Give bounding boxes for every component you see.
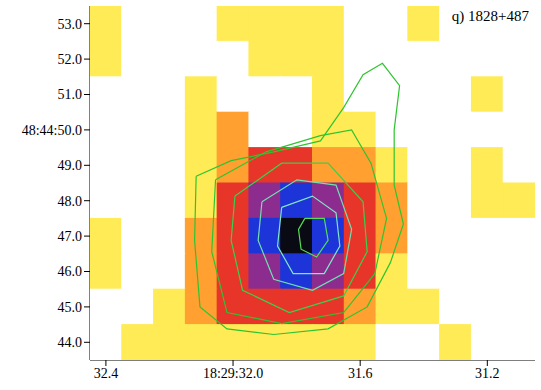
svg-text:49.0: 49.0 bbox=[58, 158, 83, 173]
svg-text:31.6: 31.6 bbox=[348, 366, 373, 381]
svg-text:53.0: 53.0 bbox=[58, 17, 83, 32]
svg-text:46.0: 46.0 bbox=[58, 264, 83, 279]
svg-text:31.2: 31.2 bbox=[475, 366, 500, 381]
svg-text:45.0: 45.0 bbox=[58, 300, 83, 315]
svg-text:48:44:50.0: 48:44:50.0 bbox=[22, 123, 82, 138]
svg-text:47.0: 47.0 bbox=[58, 229, 83, 244]
svg-text:51.0: 51.0 bbox=[58, 87, 83, 102]
svg-text:44.0: 44.0 bbox=[58, 335, 83, 350]
svg-text:48.0: 48.0 bbox=[58, 194, 83, 209]
svg-text:32.4: 32.4 bbox=[94, 366, 119, 381]
svg-text:18:29:32.0: 18:29:32.0 bbox=[203, 366, 263, 381]
svg-text:52.0: 52.0 bbox=[58, 52, 83, 67]
html-text:q) 1828+487: q) 1828+487 bbox=[451, 8, 529, 24]
